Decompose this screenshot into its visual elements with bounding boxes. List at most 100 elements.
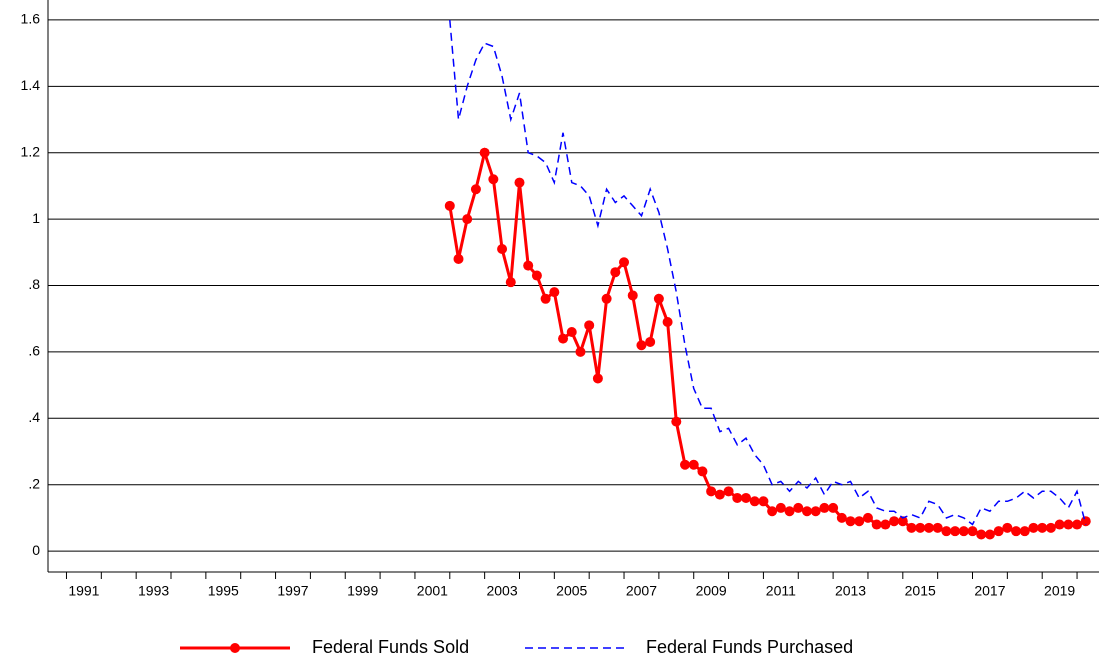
marker bbox=[1072, 519, 1083, 530]
marker bbox=[950, 526, 961, 537]
x-tick-label: 2019 bbox=[1044, 583, 1075, 599]
x-tick-label: 1991 bbox=[68, 583, 99, 599]
marker bbox=[941, 526, 952, 537]
marker bbox=[871, 519, 882, 530]
x-tick-label: 1997 bbox=[277, 583, 308, 599]
marker bbox=[889, 516, 900, 527]
marker bbox=[680, 459, 691, 470]
marker bbox=[767, 506, 778, 517]
marker bbox=[619, 257, 630, 268]
marker bbox=[662, 317, 673, 328]
marker bbox=[1019, 526, 1030, 537]
y-tick-label: .8 bbox=[28, 276, 40, 292]
marker bbox=[575, 346, 586, 357]
x-tick-label: 2017 bbox=[974, 583, 1005, 599]
marker bbox=[775, 502, 786, 513]
marker bbox=[740, 492, 751, 503]
marker bbox=[558, 333, 569, 344]
marker bbox=[801, 506, 812, 517]
marker bbox=[897, 516, 908, 527]
legend-marker bbox=[230, 643, 240, 653]
marker bbox=[1011, 526, 1022, 537]
y-tick-label: 1.6 bbox=[21, 11, 41, 27]
x-tick-label: 1995 bbox=[208, 583, 239, 599]
marker bbox=[1054, 519, 1065, 530]
marker bbox=[854, 516, 865, 527]
marker bbox=[819, 502, 830, 513]
marker bbox=[645, 336, 656, 347]
marker bbox=[1045, 522, 1056, 533]
y-tick-label: 1 bbox=[32, 210, 40, 226]
marker bbox=[592, 373, 603, 384]
marker bbox=[488, 174, 499, 185]
x-tick-label: 2005 bbox=[556, 583, 587, 599]
y-tick-label: 1.2 bbox=[21, 143, 41, 159]
y-tick-label: 1.4 bbox=[21, 77, 41, 93]
x-tick-label: 2009 bbox=[696, 583, 727, 599]
marker bbox=[836, 512, 847, 523]
marker bbox=[828, 502, 839, 513]
series-line bbox=[448, 147, 1087, 536]
marker bbox=[697, 466, 708, 477]
marker bbox=[584, 320, 595, 331]
marker bbox=[880, 519, 891, 530]
marker bbox=[514, 177, 525, 188]
marker bbox=[549, 287, 560, 298]
marker bbox=[923, 522, 934, 533]
x-tick-label: 2011 bbox=[766, 583, 796, 599]
marker bbox=[610, 267, 621, 278]
marker bbox=[479, 147, 490, 158]
series-line bbox=[449, 19, 1087, 526]
marker bbox=[932, 522, 943, 533]
x-tick-label: 2003 bbox=[486, 583, 517, 599]
legend-label: Federal Funds Sold bbox=[312, 637, 469, 657]
marker bbox=[497, 243, 508, 254]
marker bbox=[984, 529, 995, 540]
marker bbox=[531, 270, 542, 281]
marker bbox=[505, 277, 516, 288]
x-tick-label: 1999 bbox=[347, 583, 378, 599]
marker bbox=[627, 290, 638, 301]
marker bbox=[862, 512, 873, 523]
marker bbox=[706, 486, 717, 497]
marker bbox=[906, 522, 917, 533]
marker bbox=[810, 506, 821, 517]
y-tick-label: .4 bbox=[28, 409, 40, 425]
marker bbox=[793, 502, 804, 513]
x-tick-label: 2015 bbox=[905, 583, 936, 599]
y-tick-label: .6 bbox=[28, 343, 40, 359]
marker bbox=[653, 293, 664, 304]
legend-label: Federal Funds Purchased bbox=[646, 637, 853, 657]
x-tick-label: 2001 bbox=[417, 583, 448, 599]
marker bbox=[470, 184, 481, 195]
marker bbox=[1080, 516, 1091, 527]
marker bbox=[976, 529, 987, 540]
marker bbox=[732, 492, 743, 503]
marker bbox=[758, 496, 769, 507]
marker bbox=[714, 489, 725, 500]
marker bbox=[723, 486, 734, 497]
marker bbox=[601, 293, 612, 304]
marker bbox=[749, 496, 760, 507]
marker bbox=[566, 326, 577, 337]
marker bbox=[1037, 522, 1048, 533]
marker bbox=[462, 214, 473, 225]
y-tick-label: .2 bbox=[28, 475, 40, 491]
marker bbox=[1028, 522, 1039, 533]
marker bbox=[845, 516, 856, 527]
marker bbox=[1063, 519, 1074, 530]
marker bbox=[523, 260, 534, 271]
marker bbox=[671, 416, 682, 427]
x-tick-label: 2013 bbox=[835, 583, 866, 599]
marker bbox=[967, 526, 978, 537]
marker bbox=[958, 526, 969, 537]
marker bbox=[453, 253, 464, 264]
marker bbox=[444, 200, 455, 211]
marker bbox=[1002, 522, 1013, 533]
marker bbox=[636, 340, 647, 351]
y-tick-label: 0 bbox=[32, 542, 40, 558]
marker bbox=[915, 522, 926, 533]
marker bbox=[540, 293, 551, 304]
x-tick-label: 2007 bbox=[626, 583, 657, 599]
